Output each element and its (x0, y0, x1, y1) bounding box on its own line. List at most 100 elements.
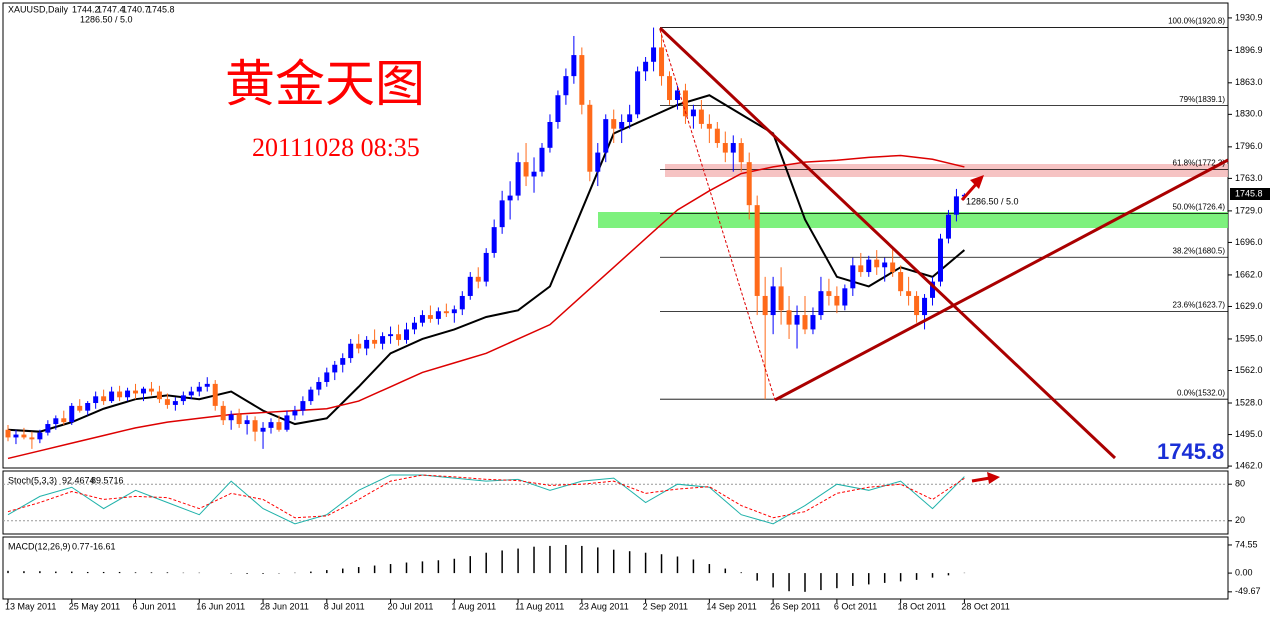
candle-body (419, 315, 425, 323)
candle-body (172, 401, 178, 405)
candle-body (778, 286, 784, 311)
candle-body (937, 238, 943, 282)
candle-body (372, 339, 378, 344)
y-tick-label: 1595.0 (1235, 333, 1263, 343)
candle-body (818, 291, 824, 316)
candle-body (611, 119, 617, 129)
candle-body (451, 309, 457, 314)
candle-body (603, 119, 609, 153)
candle-body (125, 390, 131, 398)
stoch-k-value: 92.4674 (62, 475, 95, 485)
candle-body (587, 104, 593, 172)
fib-base (659, 29, 776, 401)
y-tick-label: 74.55 (1235, 539, 1258, 549)
y-tick-label: 1896.9 (1235, 45, 1263, 55)
candle-body (738, 143, 744, 163)
fib-label: 23.6%(1623.7) (1173, 301, 1226, 310)
candle-body (571, 55, 577, 77)
candle-body (874, 259, 880, 268)
candle-body (627, 114, 633, 122)
candle-body (499, 200, 505, 228)
moving-average (7, 154, 965, 460)
candle-body (714, 128, 720, 144)
x-tick-label: 1 Aug 2011 (451, 601, 496, 611)
candle-body (722, 143, 728, 153)
fib-label: 50.0%(1726.4) (1173, 202, 1226, 211)
fib-label: 79%(1839.1) (1179, 95, 1225, 104)
candle-body (770, 286, 776, 316)
candle-body (13, 434, 19, 438)
candle-body (236, 414, 242, 425)
y-tick-label: 1462.0 (1235, 460, 1263, 470)
candle-body (228, 414, 234, 421)
candle-body (930, 281, 936, 298)
candle-body (619, 121, 625, 129)
candle-body (284, 415, 290, 430)
candle-body (300, 401, 306, 411)
candle-body (93, 396, 99, 404)
candle-body (547, 121, 553, 148)
y-tick-label: 0.00 (1235, 567, 1253, 577)
y-tick-label: 1830.0 (1235, 109, 1263, 119)
candle-body (37, 432, 43, 440)
candle-body (133, 390, 139, 394)
candle-body (364, 339, 370, 349)
candle-body (21, 434, 27, 438)
y-tick-label: 1863.0 (1235, 77, 1263, 87)
fib-label: 61.8%(1772.3) (1173, 159, 1226, 168)
support-zone (598, 212, 1228, 228)
candle-body (443, 311, 449, 314)
y-tick-label: 1662.0 (1235, 269, 1263, 279)
stoch-d-value: 89.5716 (91, 475, 124, 485)
candle-body (340, 358, 346, 365)
candle-body (659, 47, 665, 77)
candle-body (148, 388, 154, 392)
candle-body (61, 418, 67, 423)
down-trendline (658, 26, 1117, 460)
stoch-d (7, 474, 965, 519)
candle-body (69, 405, 75, 423)
candle-body (308, 389, 314, 402)
header-close: 1745.8 (147, 4, 175, 14)
timestamp: 20111028 08:35 (252, 133, 420, 162)
fib-label: 38.2%(1680.5) (1173, 246, 1226, 255)
candle-body (555, 95, 561, 122)
candle-body (635, 71, 641, 115)
x-tick-label: 6 Jun 2011 (133, 601, 177, 611)
candle-body (5, 429, 11, 438)
candle-body (467, 276, 473, 296)
candle-body (475, 276, 481, 282)
y-tick-label: 1528.0 (1235, 397, 1263, 407)
x-tick-label: 11 Aug 2011 (515, 601, 564, 611)
stoch-k (7, 474, 965, 525)
candle-body (810, 315, 816, 330)
candle-body (483, 252, 489, 282)
y-tick-label: 1696.0 (1235, 237, 1263, 247)
x-tick-label: 26 Sep 2011 (770, 601, 820, 611)
y-tick-label: 1729.0 (1235, 205, 1263, 215)
candle-body (396, 334, 402, 340)
candle-body (523, 162, 529, 177)
candle-body (244, 420, 250, 425)
candle-body (404, 329, 409, 340)
candle-body (356, 343, 362, 349)
x-tick-label: 28 Jun 2011 (260, 601, 309, 611)
header-low: 1740.7 (122, 4, 150, 14)
candle-body (953, 196, 959, 215)
candle-body (156, 391, 162, 400)
candle-body (388, 334, 394, 337)
candle-body (945, 214, 951, 239)
candle-body (579, 55, 585, 105)
candle-body (411, 322, 417, 330)
candle-body (563, 76, 569, 96)
x-tick-label: 20 Jul 2011 (388, 601, 434, 611)
candle-body (140, 388, 146, 394)
candle-body (898, 272, 904, 292)
candle-body (850, 265, 856, 289)
candle-body (842, 288, 848, 306)
candle-body (667, 76, 673, 101)
fib-label: 100.0%(1920.8) (1168, 17, 1225, 26)
candle-body (188, 391, 194, 396)
